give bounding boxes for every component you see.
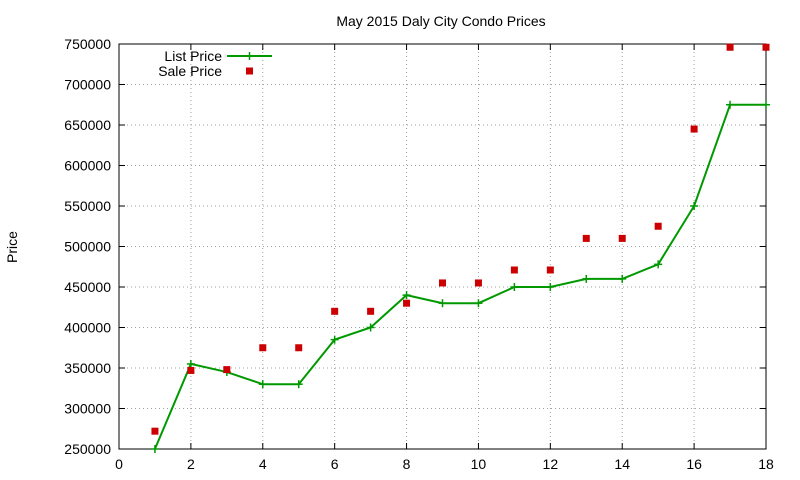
x-tick-label: 14: [614, 456, 630, 472]
y-tick-label: 600000: [64, 158, 111, 174]
list-price-point: [366, 323, 375, 332]
list-price-point: [618, 274, 627, 283]
list-price-point: [402, 291, 411, 300]
sale-price-point: [474, 279, 482, 287]
list-price-point: [654, 260, 663, 269]
list-price-point: [474, 299, 483, 308]
x-tick-label: 16: [686, 456, 702, 472]
legend-square-marker: [246, 67, 253, 75]
sale-price-point: [259, 344, 267, 352]
legend-label: Sale Price: [158, 63, 222, 79]
x-tick-label: 12: [543, 456, 559, 472]
y-tick-label: 650000: [64, 117, 111, 133]
y-tick-label: 450000: [64, 279, 111, 295]
list-price-point: [294, 380, 303, 389]
y-axis-label: Price: [4, 231, 20, 263]
x-tick-label: 2: [187, 456, 195, 472]
list-price-point: [762, 100, 770, 109]
sale-price-point: [151, 427, 159, 435]
x-tick-label: 18: [758, 456, 774, 472]
sale-price-point: [367, 307, 375, 315]
x-tick-label: 6: [331, 456, 339, 472]
y-tick-label: 300000: [64, 401, 111, 417]
list-price-point: [690, 202, 699, 210]
series-1: [151, 43, 770, 435]
y-tick-label: 700000: [64, 77, 111, 93]
sale-price-point: [439, 279, 446, 287]
list-price-point: [150, 445, 159, 453]
list-price-point: [438, 299, 447, 308]
list-price-point: [510, 283, 519, 291]
sale-price-point: [223, 366, 231, 374]
sale-price-point: [726, 43, 734, 51]
x-tick-label: 4: [259, 456, 267, 472]
sale-price-point: [762, 43, 770, 51]
x-tick-label: 0: [115, 456, 123, 472]
list-price-line: [154, 103, 766, 450]
y-axis-ticks: 250000 300000 350000 400000 450000 500000 5500…: [64, 36, 766, 457]
x-tick-label: 10: [471, 456, 487, 472]
list-price-point: [726, 100, 735, 109]
sale-price-point: [331, 307, 339, 315]
sale-price-point: [295, 344, 303, 352]
sale-price-point: [654, 222, 662, 230]
y-tick-label: 550000: [64, 198, 111, 214]
x-axis-ticks: 0 2 4 6 8 10 12 14 16 18: [115, 44, 774, 472]
sale-price-point: [403, 299, 411, 307]
x-tick-label: 8: [403, 456, 411, 472]
sale-price-point: [546, 266, 554, 274]
list-price-point: [258, 380, 267, 389]
legend-label: List Price: [164, 48, 222, 64]
y-tick-label: 400000: [64, 320, 111, 336]
sale-price-point: [582, 234, 590, 242]
y-tick-label: 250000: [64, 441, 111, 457]
list-price-point: [330, 335, 339, 344]
y-tick-label: 750000: [64, 36, 111, 52]
series-0: [150, 100, 770, 453]
y-tick-label: 350000: [64, 360, 111, 376]
sale-price-point: [690, 125, 698, 133]
list-price-point: [186, 359, 195, 368]
list-price-point: [582, 274, 591, 283]
legend-plus-marker: [245, 52, 254, 60]
sale-price-point: [618, 234, 626, 242]
list-price-point: [546, 283, 555, 291]
chart-title: May 2015 Daly City Condo Prices: [336, 13, 545, 29]
y-tick-label: 500000: [64, 239, 111, 255]
sale-price-point: [510, 266, 518, 274]
series-layer: [150, 43, 770, 453]
sale-price-point: [187, 366, 195, 374]
